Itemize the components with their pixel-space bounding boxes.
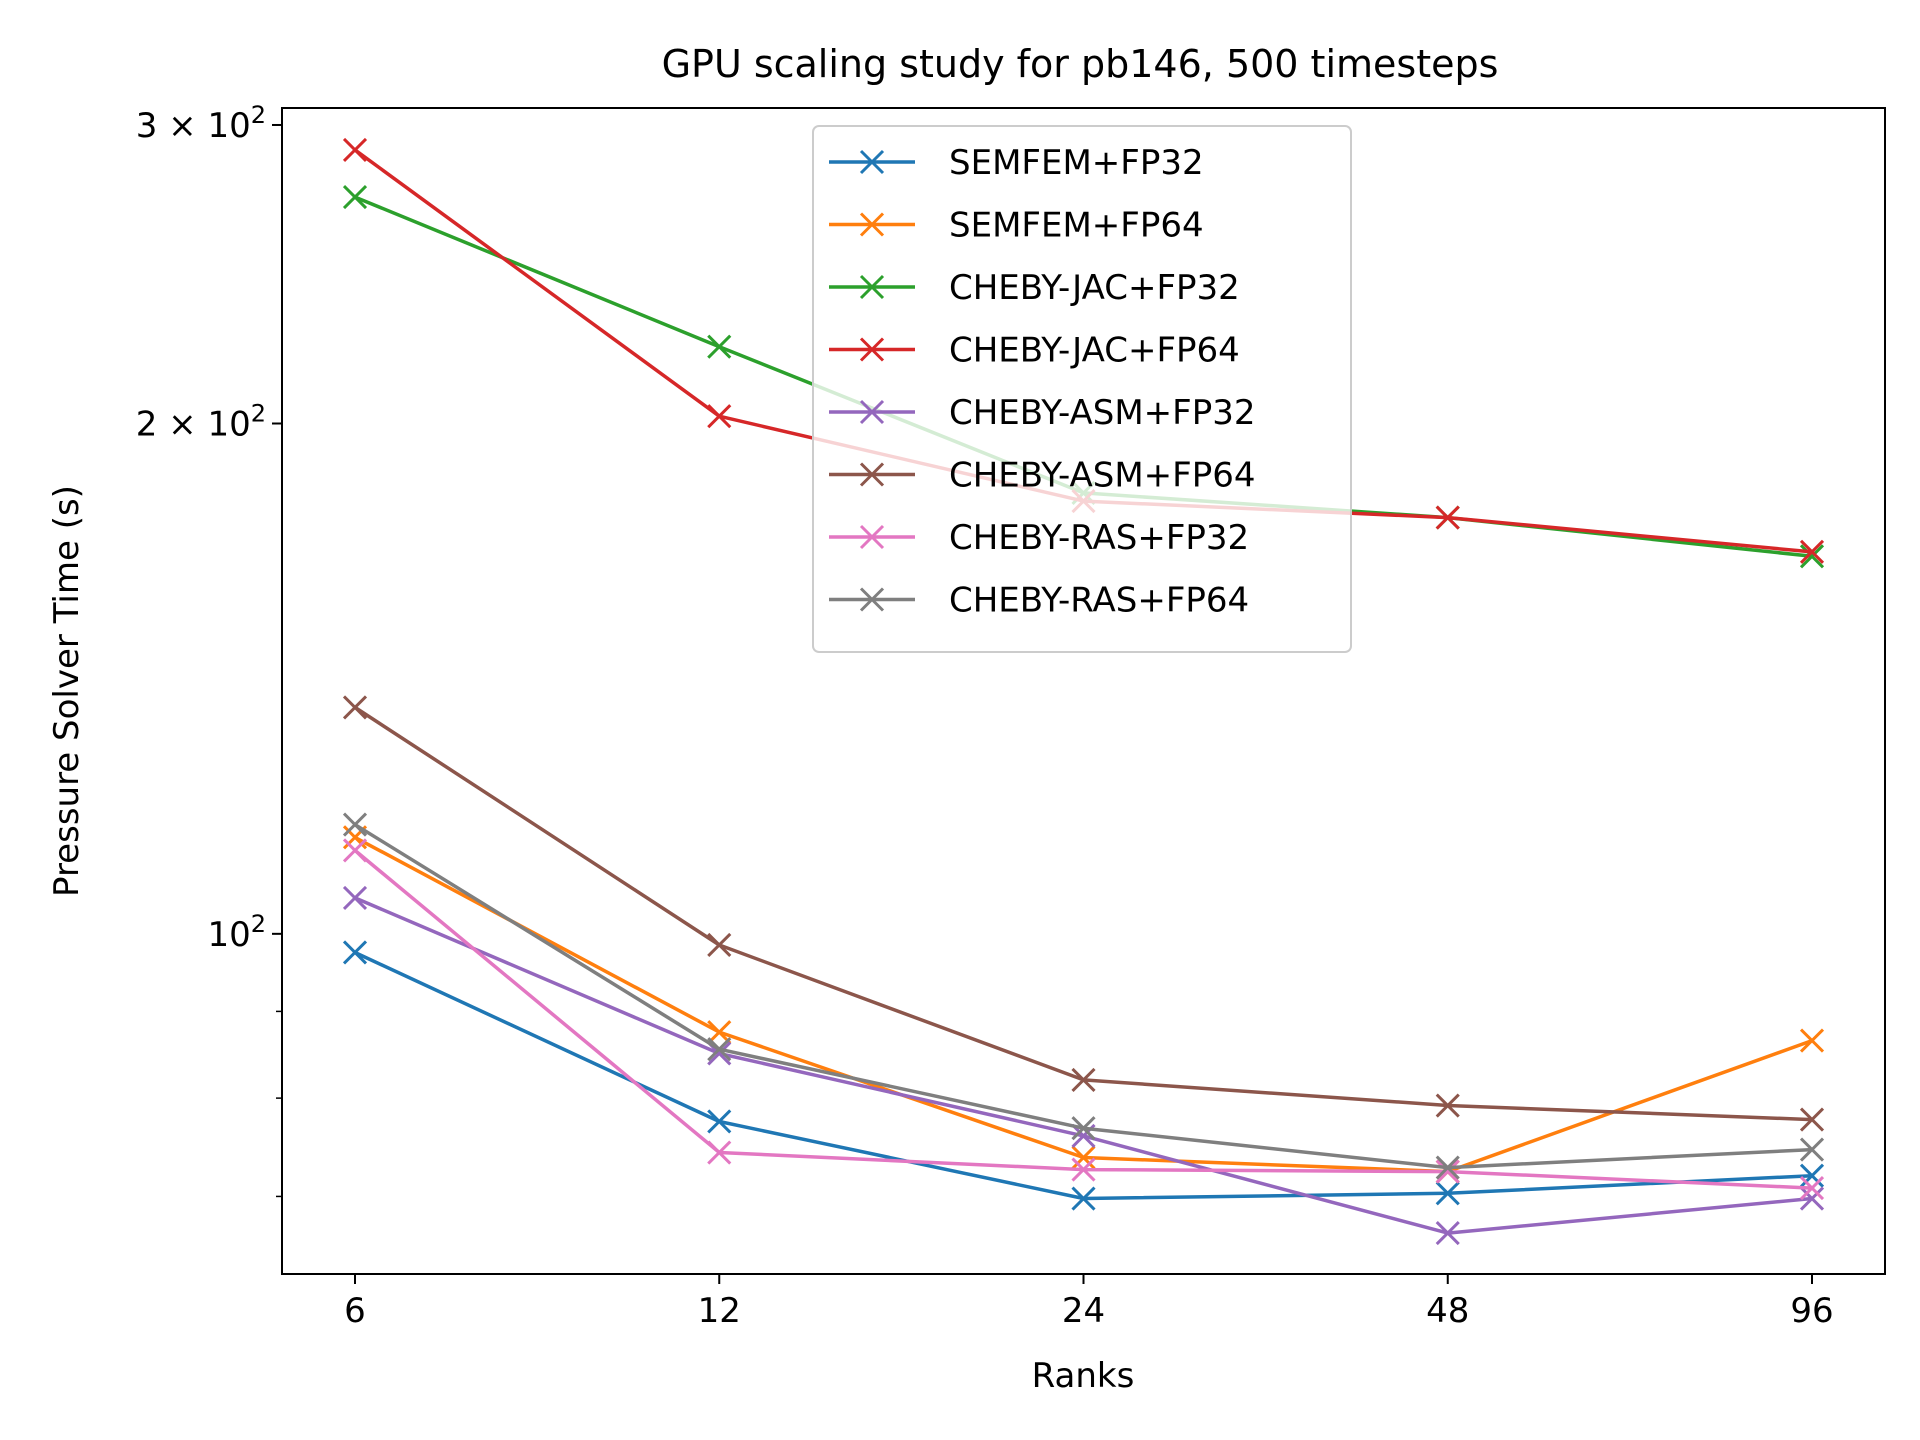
y-axis-label: Pressure Solver Time (s) <box>47 485 87 897</box>
data-point <box>1799 1137 1825 1162</box>
series-line <box>354 705 1813 1122</box>
y-tick-label: 3 × 102 <box>136 101 266 146</box>
legend-label: CHEBY-ASM+FP32 <box>949 393 1256 433</box>
x-tick-label: 96 <box>1790 1291 1833 1331</box>
legend-item: CHEBY-ASM+FP64 <box>829 456 1256 496</box>
x-axis-label: Ranks <box>1032 1356 1135 1396</box>
series-line <box>354 823 1813 1170</box>
data-point <box>1799 544 1825 569</box>
data-point <box>1799 1163 1825 1188</box>
data-point <box>1799 1176 1825 1201</box>
legend-marker <box>859 399 885 425</box>
x-axis: 6 12 24 48 96 <box>344 1274 1834 1331</box>
data-point <box>1435 1155 1460 1180</box>
data-point <box>342 185 368 210</box>
legend-label: CHEBY-JAC+FP64 <box>949 331 1240 371</box>
legend-label: CHEBY-RAS+FP64 <box>949 581 1249 621</box>
data-point <box>1071 1157 1096 1182</box>
series-cheby-ras-fp64 <box>342 812 1825 1180</box>
data-point <box>707 1140 732 1165</box>
legend-label: CHEBY-JAC+FP32 <box>949 268 1240 308</box>
chart-title: GPU scaling study for pb146, 500 timeste… <box>662 42 1499 86</box>
data-point <box>1799 1186 1825 1211</box>
data-point <box>1435 1159 1460 1184</box>
legend-label: CHEBY-RAS+FP32 <box>949 518 1249 558</box>
legend-label: SEMFEM+FP64 <box>949 206 1204 246</box>
data-point <box>1799 1028 1825 1053</box>
data-point <box>342 695 368 720</box>
data-point <box>1071 1067 1096 1092</box>
legend-item: SEMFEM+FP32 <box>829 143 1204 183</box>
legend-label: SEMFEM+FP32 <box>949 143 1204 183</box>
y-tick-label: 102 <box>207 910 266 955</box>
data-point <box>342 812 368 837</box>
legend-marker <box>859 274 885 300</box>
data-point <box>342 885 368 910</box>
data-point <box>342 940 368 965</box>
legend-label: CHEBY-ASM+FP64 <box>949 456 1256 496</box>
data-point <box>1435 1181 1460 1206</box>
x-tick-label: 48 <box>1426 1291 1469 1331</box>
legend: SEMFEM+FP32 SEMFEM+FP64 CHEBY-JAC+FP32 CHEB… <box>812 125 1352 653</box>
legend-marker <box>859 337 885 362</box>
data-point <box>1071 1116 1096 1141</box>
legend-item: CHEBY-JAC+FP64 <box>829 331 1240 371</box>
x-tick-label: 12 <box>698 1291 741 1331</box>
data-point <box>342 838 368 863</box>
data-point <box>707 404 732 429</box>
legend-item: CHEBY-ASM+FP32 <box>829 393 1256 433</box>
data-point <box>1435 505 1460 530</box>
legend-item: CHEBY-JAC+FP32 <box>829 268 1240 308</box>
y-tick-label: 2 × 102 <box>136 400 266 445</box>
data-point <box>1799 1107 1825 1132</box>
series-line <box>354 896 1813 1235</box>
data-point <box>1435 1221 1460 1246</box>
legend-item: CHEBY-RAS+FP64 <box>829 581 1249 621</box>
legend-marker <box>859 587 885 612</box>
legend-marker <box>859 524 885 550</box>
series-cheby-asm-fp64 <box>342 695 1825 1132</box>
data-point <box>707 1109 732 1134</box>
data-point <box>342 137 368 163</box>
data-point <box>1071 1145 1096 1170</box>
x-tick-label: 24 <box>1062 1291 1105 1331</box>
data-point <box>1435 1093 1460 1118</box>
series-semfem-fp32 <box>342 940 1825 1211</box>
data-point <box>707 932 732 958</box>
data-point <box>707 334 732 359</box>
x-tick-label: 6 <box>344 1291 366 1331</box>
series-line <box>354 835 1813 1174</box>
legend-marker <box>859 212 885 237</box>
legend-item: CHEBY-RAS+FP32 <box>829 518 1249 558</box>
legend-marker <box>859 462 885 487</box>
data-point <box>1071 1186 1096 1211</box>
data-point <box>707 1037 732 1062</box>
series-cheby-asm-fp32 <box>342 885 1825 1246</box>
legend-item: SEMFEM+FP64 <box>829 206 1204 246</box>
y-axis: 102 2 × 102 3 × 102 <box>136 101 282 1198</box>
legend-box <box>812 125 1352 653</box>
series-cheby-ras-fp32 <box>342 838 1825 1201</box>
data-point <box>707 1020 732 1045</box>
data-point <box>1799 539 1825 564</box>
legend-marker <box>859 149 885 175</box>
